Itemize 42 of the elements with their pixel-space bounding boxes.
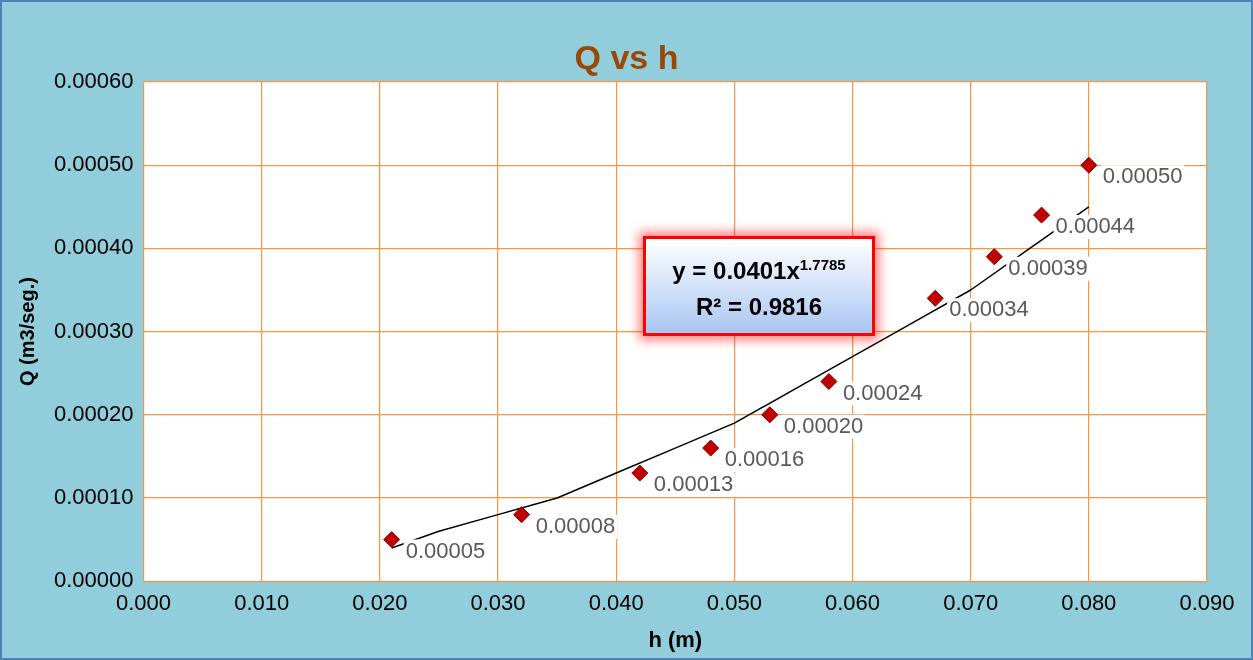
x-tick-label: 0.010	[234, 590, 290, 616]
data-label: 0.00050	[1102, 163, 1183, 189]
point	[1080, 156, 1098, 174]
annotation: R² = 0.9816	[694, 292, 824, 322]
y-tick-label: 0.00020	[53, 400, 134, 426]
annotation: y = 0.0401x$^{1.7785}$	[671, 255, 847, 286]
point	[383, 531, 401, 549]
x-tick-label: 0.060	[824, 590, 881, 616]
point	[820, 373, 838, 391]
point	[1033, 206, 1051, 224]
x-tick-label: 0.000	[115, 590, 172, 616]
data-label: 0.00024	[842, 379, 923, 405]
x-tick-label: 0.090	[1179, 590, 1235, 616]
data-label: 0.00020	[783, 412, 864, 438]
point	[702, 439, 720, 457]
y-tick-label: 0.00050	[53, 151, 134, 177]
x-tick-label: 0.070	[943, 590, 999, 616]
point	[761, 406, 779, 424]
y-tick-label: 0.00030	[53, 317, 134, 343]
data-label: 0.00008	[535, 512, 616, 538]
data-label: 0.00039	[1008, 254, 1088, 280]
chart-title: Q vs h	[574, 38, 679, 76]
x-tick-label: 0.030	[470, 590, 526, 616]
data-label: 0.00013	[653, 471, 734, 497]
point	[926, 289, 944, 307]
data-label: 0.00005	[405, 537, 486, 563]
x-axis-title: h (m)	[648, 626, 703, 652]
y-tick-label: 0.00040	[53, 234, 134, 260]
data-label: 0.00034	[949, 296, 1029, 322]
point	[631, 464, 649, 482]
y-tick-label: 0.00060	[53, 68, 134, 94]
x-tick-label: 0.020	[352, 590, 408, 616]
y-tick-label: 0.00000	[53, 567, 134, 593]
x-tick-label: 0.050	[706, 590, 762, 616]
x-tick-label: 0.040	[588, 590, 644, 616]
y-tick-label: 0.00010	[53, 484, 134, 510]
data-label: 0.00016	[724, 446, 805, 472]
point	[985, 248, 1003, 266]
y-axis-title: Q (m3/seg.)	[15, 277, 38, 387]
data-label: 0.00044	[1055, 213, 1136, 239]
x-tick-label: 0.080	[1061, 590, 1117, 616]
point	[513, 506, 531, 524]
